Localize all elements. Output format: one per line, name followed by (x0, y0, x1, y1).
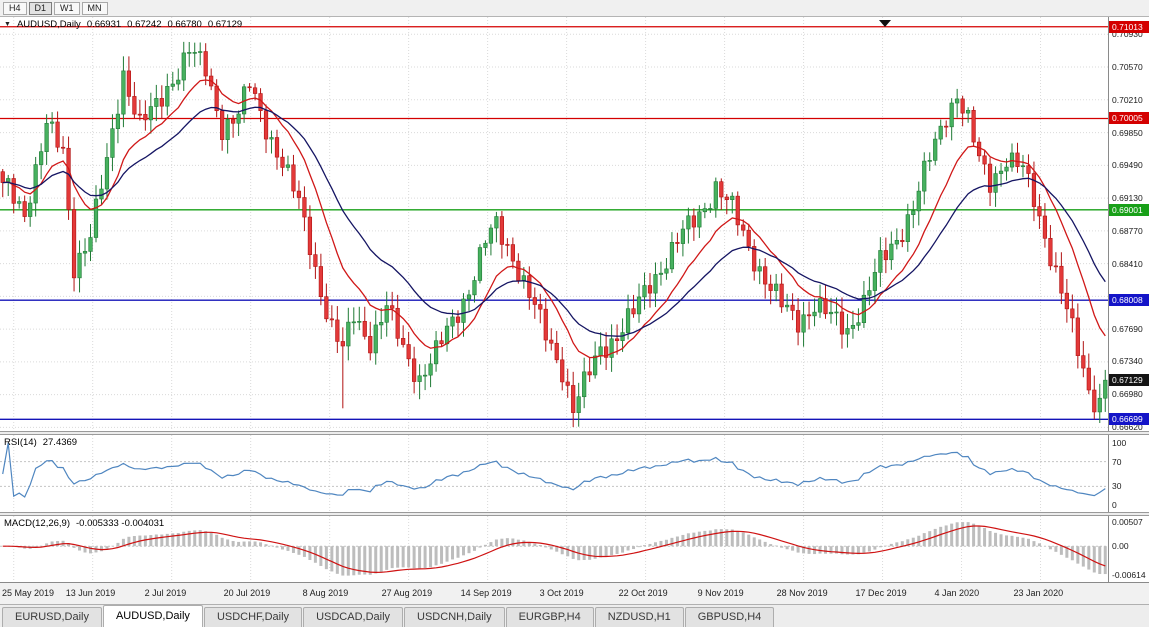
macd-label: MACD(12,26,9) -0.005333 -0.004031 (4, 518, 164, 529)
macd-chart-canvas[interactable] (0, 516, 1108, 582)
date-label: 3 Oct 2019 (539, 588, 584, 598)
macd-tick-label: 0.00 (1112, 541, 1129, 552)
date-label: 9 Nov 2019 (697, 588, 744, 598)
candlestick-chart-canvas[interactable] (0, 17, 1108, 431)
rsi-axis[interactable]: 100 70 30 0 (1108, 435, 1149, 512)
macd-values: -0.005333 -0.004031 (76, 518, 165, 529)
main-chart-pane[interactable]: ▼ AUDUSD,Daily 0.66931 0.67242 0.66780 0… (0, 17, 1149, 431)
macd-tick-label: -0.00614 (1112, 569, 1146, 580)
date-label: 14 Sep 2019 (460, 588, 512, 598)
ohlc-open: 0.66931 (86, 19, 122, 30)
chart-symbol: AUDUSD,Daily (16, 19, 81, 30)
price-tick-label: 0.70570 (1112, 62, 1143, 73)
price-axis[interactable]: 0.70930 0.70570 0.70210 0.69850 0.69490 0.691… (1108, 17, 1149, 431)
rsi-tick-label: 70 (1112, 456, 1122, 467)
date-label: 28 Nov 2019 (776, 588, 828, 598)
pane-separator[interactable] (0, 512, 1149, 516)
macd-axis[interactable]: 0.00507 0.00 -0.00614 (1108, 516, 1149, 582)
price-tick-label: 0.66620 (1112, 421, 1143, 432)
date-label: 20 Jul 2019 (223, 588, 271, 598)
date-label: 17 Dec 2019 (855, 588, 907, 598)
price-tick-label: 0.66980 (1112, 388, 1143, 399)
date-label: 2 Jul 2019 (144, 588, 187, 598)
date-label: 22 Oct 2019 (618, 588, 668, 598)
time-axis[interactable]: 25 May 2019 13 Jun 2019 2 Jul 2019 20 Jul 2… (0, 582, 1149, 604)
ohlc-low: 0.66780 (167, 19, 202, 30)
chart-tab-usdcnh-daily[interactable]: USDCNH,Daily (404, 607, 505, 627)
rsi-pane[interactable]: RSI(14) 27.4369 100 70 30 0 (0, 435, 1149, 512)
rsi-value: 27.4369 (42, 437, 78, 448)
price-tick-label: 0.67340 (1112, 355, 1143, 366)
price-badge: 0.66699 (1109, 413, 1149, 426)
date-label: 13 Jun 2019 (65, 588, 116, 598)
macd-pane[interactable]: MACD(12,26,9) -0.005333 -0.004031 0.0050… (0, 516, 1149, 582)
price-badge: 0.70005 (1109, 112, 1149, 125)
chart-tab-audusd-daily[interactable]: AUDUSD,Daily (102, 605, 203, 627)
ohlc-close: 0.67129 (207, 19, 243, 30)
price-tick-label: 0.70210 (1112, 94, 1143, 105)
ohlc-high: 0.67242 (127, 19, 162, 30)
date-label: 23 Jan 2020 (1013, 588, 1064, 598)
price-badge: 0.71013 (1109, 20, 1149, 33)
price-tick-label: 0.67690 (1112, 324, 1143, 335)
chart-tab-gbpusd-h4[interactable]: GBPUSD,H4 (684, 607, 775, 627)
date-label: 27 Aug 2019 (381, 588, 433, 598)
price-badge: 0.69001 (1109, 203, 1149, 216)
chart-ohlc-label: ▼ AUDUSD,Daily 0.66931 0.67242 0.66780 0… (4, 19, 242, 30)
price-tick-label: 0.70930 (1112, 29, 1143, 40)
rsi-label: RSI(14) 27.4369 (4, 437, 77, 448)
price-tick-label: 0.69850 (1112, 127, 1143, 138)
macd-name: MACD(12,26,9) (4, 518, 70, 529)
rsi-chart-canvas[interactable] (0, 435, 1108, 512)
price-tick-label: 0.68770 (1112, 225, 1143, 236)
chart-tab-eurgbp-h4[interactable]: EURGBP,H4 (505, 607, 594, 627)
chart-tab-eurusd-daily[interactable]: EURUSD,Daily (2, 607, 102, 627)
date-label: 8 Aug 2019 (302, 588, 349, 598)
date-label: 4 Jan 2020 (934, 588, 980, 598)
date-label: 25 May 2019 (2, 588, 55, 598)
symbol-marker-icon[interactable]: ▼ (4, 21, 11, 28)
chart-tab-usdchf-daily[interactable]: USDCHF,Daily (203, 607, 303, 627)
chart-tab-nzdusd-h1[interactable]: NZDUSD,H1 (594, 607, 684, 627)
rsi-tick-label: 100 (1112, 438, 1127, 448)
timeframe-toolbar: H4 D1 W1 MN (0, 0, 1149, 17)
price-badge: 0.67129 (1109, 374, 1149, 387)
price-tick-label: 0.69490 (1112, 160, 1143, 171)
chart-shift-marker-icon[interactable] (879, 20, 891, 27)
pane-separator[interactable] (0, 431, 1149, 435)
period-button-mn[interactable]: MN (81, 1, 108, 15)
period-button-h4[interactable]: H4 (3, 1, 27, 15)
period-button-w1[interactable]: W1 (54, 1, 80, 15)
price-tick-label: 0.68410 (1112, 258, 1143, 269)
price-tick-label: 0.69130 (1112, 193, 1143, 204)
price-badge: 0.68008 (1109, 294, 1149, 307)
rsi-tick-label: 0 (1112, 500, 1117, 510)
rsi-name: RSI(14) (4, 437, 37, 448)
chart-tab-bar: EURUSD,Daily AUDUSD,Daily USDCHF,Daily USDC… (0, 604, 1149, 627)
chart-tab-usdcad-daily[interactable]: USDCAD,Daily (303, 607, 404, 627)
macd-tick-label: 0.00507 (1112, 517, 1143, 528)
rsi-tick-label: 30 (1112, 481, 1122, 492)
period-button-d1[interactable]: D1 (28, 1, 53, 15)
